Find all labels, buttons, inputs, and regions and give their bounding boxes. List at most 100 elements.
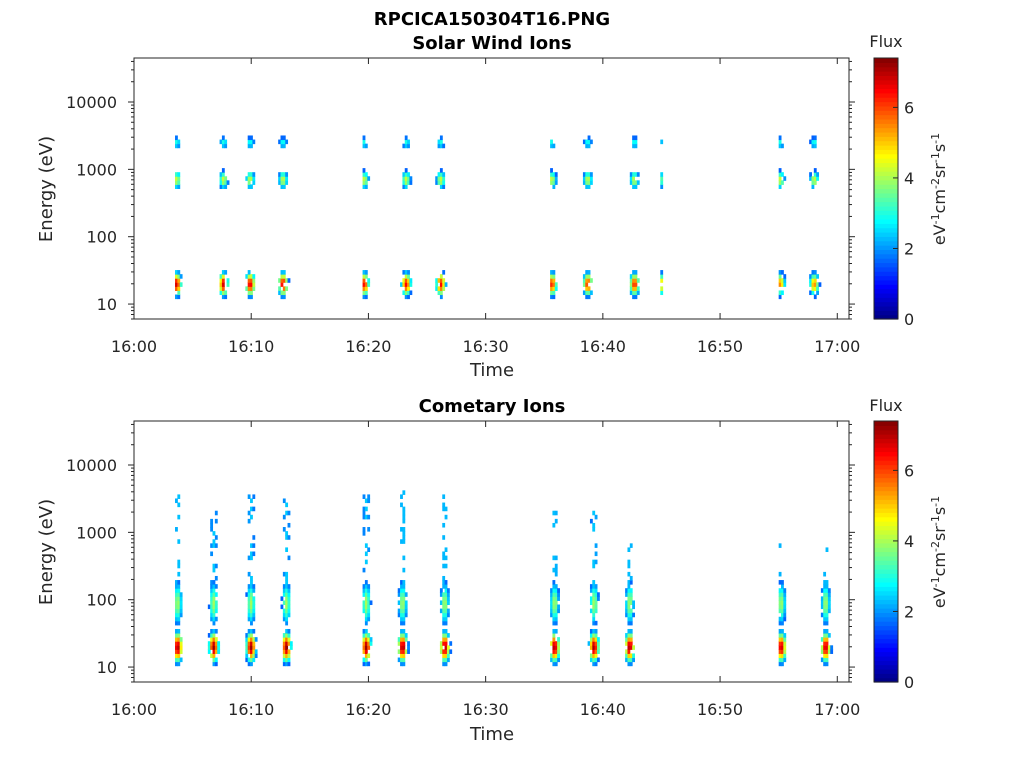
flux-cell <box>364 645 368 650</box>
flux-cell <box>552 645 556 650</box>
flux-cell <box>362 592 366 597</box>
flux-cell <box>783 592 787 597</box>
flux-cell <box>221 270 225 275</box>
flux-cell <box>278 139 282 145</box>
flux-cell <box>400 653 403 659</box>
flux-cell <box>442 551 446 557</box>
flux-cell <box>783 176 787 181</box>
flux-cell <box>629 637 633 642</box>
flux-cell <box>177 608 181 614</box>
flux-cell <box>823 584 827 589</box>
flux-cell <box>781 641 784 646</box>
flux-cell <box>585 143 589 149</box>
flux-cell <box>367 653 371 659</box>
flux-cell <box>554 628 558 634</box>
flux-cell <box>250 645 253 650</box>
colorbar-segment <box>874 205 898 211</box>
flux-cell <box>224 270 228 275</box>
flux-cell <box>778 282 782 287</box>
flux-cell <box>778 543 782 548</box>
colorbar-segment <box>874 668 898 674</box>
flux-cell <box>364 282 368 287</box>
flux-cell <box>400 494 403 499</box>
colorbar-tick-label: 2 <box>904 239 914 258</box>
flux-cell <box>552 180 556 185</box>
flux-cell <box>217 645 221 650</box>
flux-cell <box>362 143 366 149</box>
flux-cell <box>224 184 228 189</box>
x-tick-label: 16:00 <box>111 337 157 356</box>
flux-cell <box>781 600 784 606</box>
flux-cell <box>554 172 558 177</box>
flux-cell <box>627 661 631 667</box>
flux-cell <box>632 143 635 149</box>
flux-cell <box>592 637 596 642</box>
flux-cell <box>634 172 638 177</box>
flux-cell <box>437 139 441 145</box>
flux-cell <box>444 604 448 610</box>
flux-cell <box>402 184 406 189</box>
flux-cell <box>362 506 366 512</box>
flux-cell <box>554 584 558 589</box>
flux-cell <box>250 620 253 626</box>
flux-cell <box>587 641 591 646</box>
flux-cell <box>820 600 824 606</box>
flux-cell <box>554 620 558 626</box>
flux-cell <box>252 506 256 512</box>
flux-cell <box>247 282 251 287</box>
flux-cell <box>554 596 558 601</box>
flux-cell <box>554 518 558 524</box>
flux-cell <box>285 628 289 634</box>
flux-cell <box>402 596 406 601</box>
flux-cell <box>404 637 408 642</box>
flux-cell <box>823 628 827 634</box>
flux-cell <box>250 584 253 589</box>
flux-cell <box>214 543 218 548</box>
flux-cell <box>214 510 218 516</box>
flux-cell <box>437 278 441 283</box>
flux-cell <box>830 645 834 650</box>
flux-cell <box>367 645 371 650</box>
colorbar-segment <box>874 301 898 307</box>
flux-cell <box>594 637 598 642</box>
colorbar-segment <box>874 625 898 631</box>
x-tick-label: 16:40 <box>580 700 626 719</box>
flux-cell <box>402 649 406 654</box>
flux-cell <box>811 139 815 145</box>
flux-cell <box>177 600 181 606</box>
flux-cell <box>811 135 815 141</box>
flux-cell <box>177 653 181 659</box>
flux-cell <box>362 527 366 532</box>
flux-cell <box>362 584 366 589</box>
y-tick-label: 1000 <box>76 523 117 542</box>
plot-frame <box>133 57 850 320</box>
flux-cell <box>811 286 815 291</box>
flux-cell <box>781 172 784 177</box>
flux-cell <box>783 612 787 618</box>
flux-cell <box>781 649 784 654</box>
flux-cell <box>627 628 631 634</box>
flux-cell <box>778 653 782 659</box>
flux-cell <box>827 649 831 654</box>
flux-cell <box>587 184 591 189</box>
flux-cell <box>369 600 373 606</box>
colorbar-segment <box>874 223 898 229</box>
flux-cell <box>254 649 258 654</box>
flux-cell <box>437 180 441 185</box>
flux-cell <box>252 535 256 540</box>
flux-cell <box>247 494 251 499</box>
flux-cell <box>362 608 366 614</box>
flux-cell <box>364 543 368 548</box>
flux-cell <box>367 584 371 589</box>
flux-cell <box>629 661 633 667</box>
flux-cell <box>400 612 403 618</box>
flux-cell <box>210 641 214 646</box>
y-tick-label: 100 <box>86 228 117 247</box>
x-tick-label: 16:10 <box>228 337 274 356</box>
colorbar-segment <box>874 547 898 553</box>
colorbar-segment <box>874 473 898 479</box>
flux-cell <box>287 278 291 283</box>
colorbar-segment <box>874 179 898 185</box>
flux-cell <box>816 286 820 291</box>
flux-cell <box>177 278 181 283</box>
